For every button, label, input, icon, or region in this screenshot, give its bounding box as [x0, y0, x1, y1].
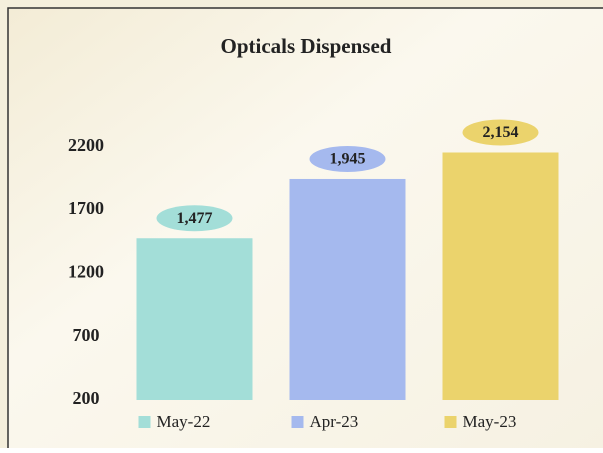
y-tick-label: 700	[73, 325, 100, 345]
bar	[289, 178, 406, 400]
value-label-bubble	[156, 205, 233, 232]
y-tick-label: 1700	[68, 198, 104, 218]
bar	[136, 238, 253, 400]
value-label-bubble	[462, 119, 539, 146]
y-tick-label: 200	[73, 388, 100, 408]
value-label: 1,477	[177, 210, 213, 227]
y-tick-label: 1200	[68, 261, 104, 281]
chart-title: Opticals Dispensed	[221, 34, 392, 58]
y-tick-label: 2200	[68, 135, 104, 155]
legend-swatch	[444, 416, 457, 428]
legend-label: Apr-23	[310, 412, 359, 431]
legend-label: May-23	[463, 412, 517, 431]
value-label: 2,154	[483, 124, 519, 141]
legend-swatch	[291, 416, 304, 428]
value-label-bubble	[309, 145, 386, 172]
value-label: 1,945	[330, 151, 366, 168]
legend-swatch	[138, 416, 151, 428]
bar	[442, 152, 559, 400]
legend-label: May-22	[157, 412, 211, 431]
